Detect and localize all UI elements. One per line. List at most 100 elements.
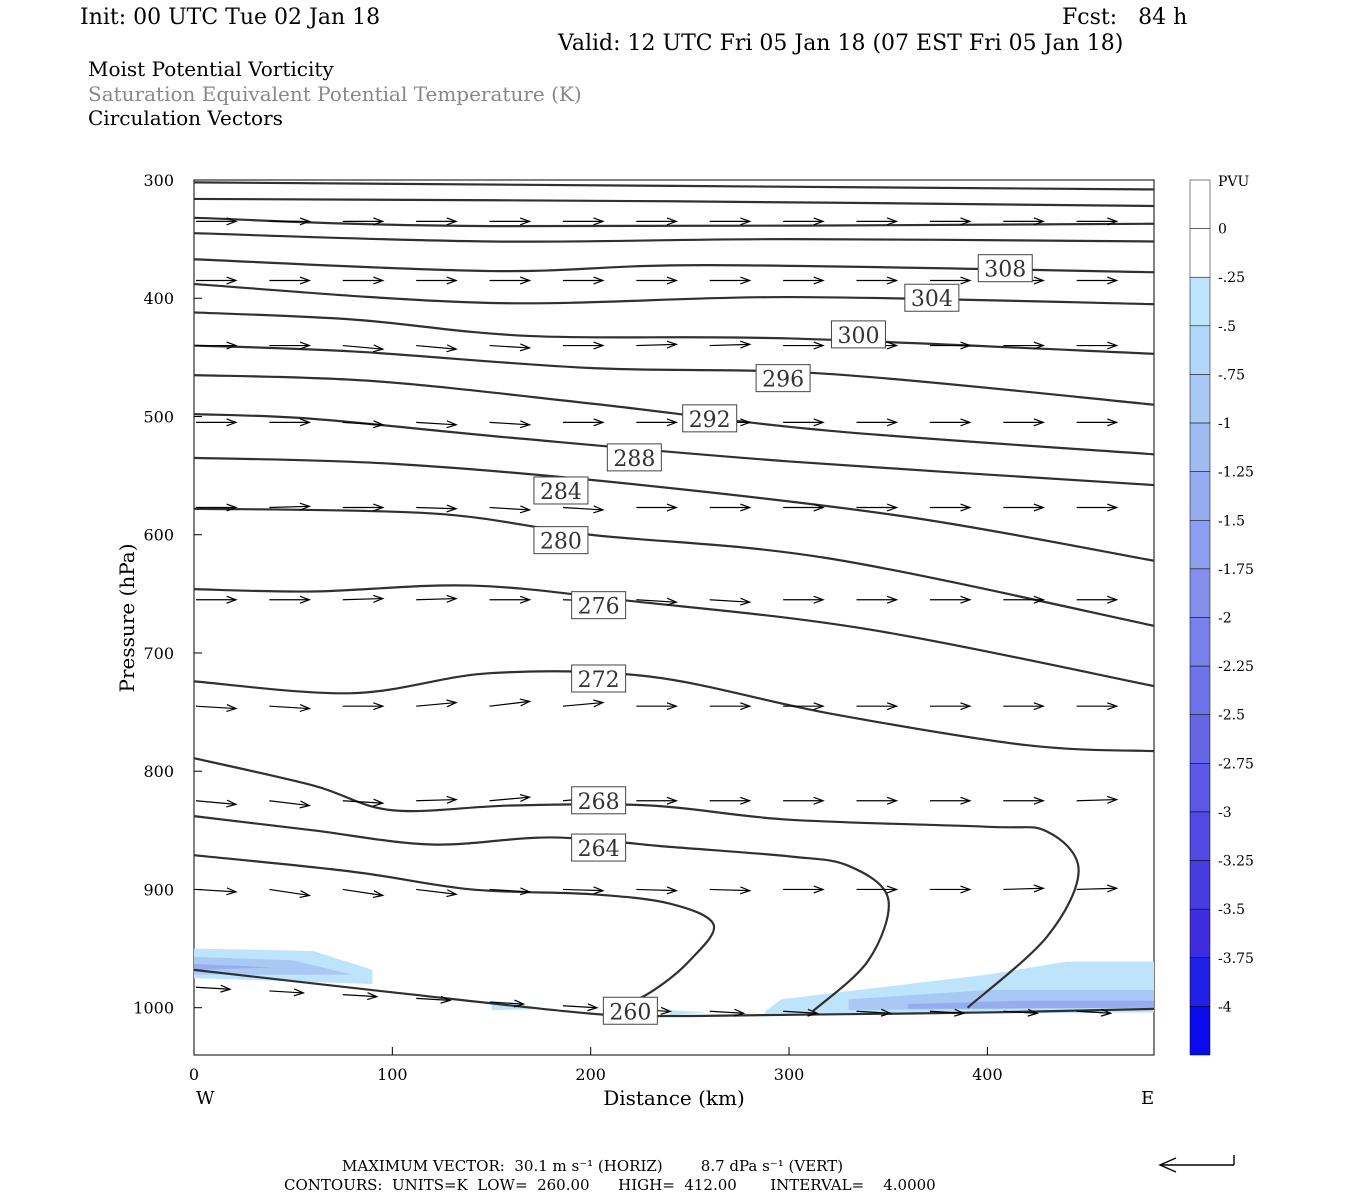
vector-r3-c10 bbox=[929, 418, 972, 427]
vector-r2-c0 bbox=[196, 341, 238, 350]
theta-contour-3 bbox=[193, 232, 1155, 243]
colorbar-swatch-10 bbox=[1189, 665, 1211, 715]
vector-r4-c6 bbox=[636, 503, 679, 512]
vector-r8-c8 bbox=[783, 885, 825, 894]
vector-r6-c2 bbox=[342, 702, 385, 711]
contour-label-284: 284 bbox=[533, 476, 589, 505]
theta-contour-12 bbox=[193, 584, 1155, 688]
vector-r2-c8 bbox=[783, 341, 825, 350]
vector-r2-c12 bbox=[1076, 341, 1119, 350]
vector-r5-c8 bbox=[783, 595, 825, 604]
vector-r0-c3 bbox=[416, 217, 458, 226]
svg-text:304: 304 bbox=[911, 287, 953, 312]
y-tick-label-700: 700 bbox=[143, 644, 174, 663]
vector-r3-c8 bbox=[783, 418, 825, 427]
y-tick-label-600: 600 bbox=[143, 526, 174, 545]
vector-r8-c9 bbox=[856, 885, 899, 894]
vector-r5-c6 bbox=[636, 597, 679, 606]
vector-r6-c9 bbox=[856, 702, 899, 711]
pv-region-2 bbox=[670, 1010, 710, 1015]
vector-r3-c12 bbox=[1076, 418, 1119, 427]
vector-r1-c3 bbox=[416, 276, 458, 285]
vector-r2-c2 bbox=[342, 344, 385, 353]
vector-r4-c12 bbox=[1076, 503, 1119, 512]
vector-r5-c11 bbox=[1003, 595, 1046, 604]
y-tick-label-900: 900 bbox=[143, 880, 174, 899]
vector-r7-c12 bbox=[1076, 795, 1119, 804]
contour-label-308: 308 bbox=[977, 254, 1033, 283]
y-tick-label-800: 800 bbox=[143, 762, 174, 781]
vector-r7-c11 bbox=[1003, 796, 1046, 805]
theta-contour-0 bbox=[193, 181, 1155, 191]
contour-label-296: 296 bbox=[755, 364, 811, 393]
colorbar-swatch-4 bbox=[1189, 374, 1211, 424]
svg-text:300: 300 bbox=[837, 324, 879, 349]
colorbar-swatch-16 bbox=[1189, 957, 1211, 1007]
colorbar-swatch-12 bbox=[1189, 763, 1211, 813]
colorbar: 0 -.25 -.5 -.75 -1 -1.25 -1.5 -1.75 -2 -2.25 -2.5 -… bbox=[1189, 179, 1254, 1056]
colorbar-unit-label: PVU bbox=[1218, 174, 1250, 190]
colorbar-level-14: -3.5 bbox=[1218, 902, 1245, 918]
pv-region-6 bbox=[194, 963, 274, 970]
y-tick-label-300: 300 bbox=[143, 171, 174, 190]
contour-label-268: 268 bbox=[571, 786, 627, 815]
colorbar-level-4: -1 bbox=[1218, 416, 1232, 432]
x-right-direction-label: E bbox=[1141, 1088, 1154, 1109]
vector-r0-c4 bbox=[489, 217, 532, 226]
vector-r7-c8 bbox=[783, 796, 825, 805]
colorbar-level-16: -4 bbox=[1218, 999, 1232, 1015]
vector-r8-c7 bbox=[709, 886, 752, 895]
colorbar-swatch-11 bbox=[1189, 714, 1211, 764]
vector-r0-c9 bbox=[856, 217, 899, 226]
colorbar-swatch-1 bbox=[1189, 228, 1211, 278]
x-left-direction-label: W bbox=[196, 1088, 215, 1109]
colorbar-level-11: -2.75 bbox=[1218, 756, 1254, 772]
vector-r8-c5 bbox=[562, 886, 605, 895]
svg-text:292: 292 bbox=[689, 408, 731, 433]
vector-r6-c3 bbox=[416, 699, 458, 708]
vector-sfc-7 bbox=[709, 1008, 746, 1017]
vector-r3-c11 bbox=[1003, 418, 1046, 427]
contour-label-layer: 308 304 300 296 292 288 284 280 276 272 268 264 260 bbox=[533, 254, 1033, 1025]
vector-r4-c4 bbox=[489, 505, 532, 514]
y-tick-label-500: 500 bbox=[143, 407, 174, 426]
vector-r6-c12 bbox=[1076, 702, 1119, 711]
colorbar-level-8: -2 bbox=[1218, 611, 1232, 627]
vector-r5-c2 bbox=[342, 594, 385, 603]
theta-contour-1 bbox=[193, 197, 1155, 208]
vector-r5-c9 bbox=[856, 595, 899, 604]
theta-contour-15 bbox=[193, 815, 890, 1013]
colorbar-level-13: -3.25 bbox=[1218, 854, 1254, 870]
colorbar-swatch-0 bbox=[1189, 179, 1211, 229]
vector-r2-c7 bbox=[709, 340, 752, 349]
vector-r0-c11 bbox=[1003, 217, 1046, 226]
colorbar-level-7: -1.75 bbox=[1218, 562, 1254, 578]
svg-text:308: 308 bbox=[984, 258, 1026, 283]
vector-r2-c5 bbox=[562, 341, 605, 350]
forecast-label: Fcst: 84 h bbox=[1062, 5, 1187, 30]
vector-r7-c9 bbox=[856, 796, 899, 805]
svg-text:280: 280 bbox=[540, 530, 582, 555]
vector-r8-c3 bbox=[416, 888, 458, 898]
vector-sfc-1 bbox=[269, 988, 306, 997]
svg-text:276: 276 bbox=[578, 595, 620, 620]
vector-r8-c10 bbox=[929, 885, 972, 894]
plot-frame bbox=[193, 179, 1155, 1056]
vector-r4-c11 bbox=[1003, 503, 1046, 512]
vector-r6-c0 bbox=[195, 704, 238, 713]
vector-r5-c4 bbox=[489, 595, 532, 604]
vector-r0-c7 bbox=[709, 217, 752, 226]
vector-r4-c2 bbox=[342, 503, 385, 512]
theta-contour-16 bbox=[193, 854, 716, 1015]
vector-r1-c9 bbox=[856, 276, 899, 285]
colorbar-swatch-8 bbox=[1189, 568, 1211, 618]
vector-r1-c10 bbox=[929, 276, 972, 285]
colorbar-swatch-17 bbox=[1189, 1006, 1211, 1056]
contour-label-280: 280 bbox=[533, 526, 589, 555]
contour-label-272: 272 bbox=[571, 664, 627, 693]
colorbar-swatch-13 bbox=[1189, 811, 1211, 861]
field-title-vectors: Circulation Vectors bbox=[88, 106, 283, 130]
vector-r8-c4 bbox=[489, 887, 532, 896]
vector-r1-c7 bbox=[709, 276, 752, 285]
vector-r4-c7 bbox=[709, 503, 752, 512]
